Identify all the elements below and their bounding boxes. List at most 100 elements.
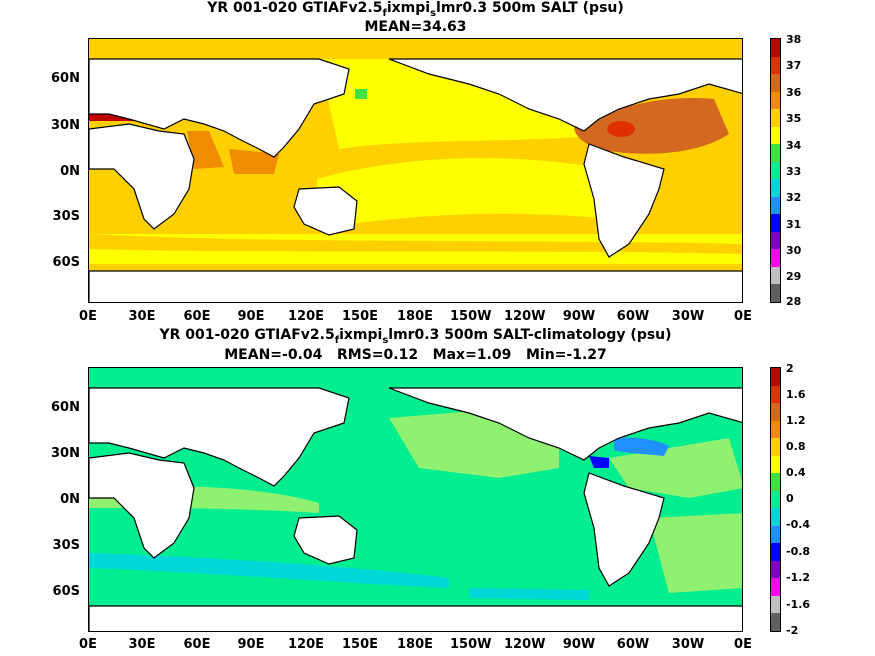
map2-cb-label: -2 <box>786 624 799 637</box>
map1-lat-0N: 0N <box>60 164 80 179</box>
eurasia <box>89 387 350 487</box>
africa <box>89 123 195 230</box>
australia <box>293 186 358 236</box>
colorbar-swatch <box>771 543 780 561</box>
map2-lon-2: 60E <box>183 637 211 652</box>
map2-lon-9: 90W <box>562 637 596 652</box>
map1-lon-2: 60E <box>183 309 211 324</box>
map2-lon-1: 30E <box>128 637 156 652</box>
map1-lon-8: 120W <box>504 309 546 324</box>
map1-lon-11: 30W <box>671 309 705 324</box>
map1-cb-label: 35 <box>786 112 802 125</box>
colorbar-swatch <box>771 508 780 526</box>
map2-lon-7: 150W <box>450 637 492 652</box>
map2-lon-12: 0E <box>734 637 752 652</box>
map1-cb-label: 34 <box>786 139 802 152</box>
map2-lon-6: 180E <box>396 637 434 652</box>
north-america <box>388 58 742 132</box>
colorbar-swatch <box>771 161 780 180</box>
map1-lon-0: 0E <box>79 309 97 324</box>
map2-lon-3: 90E <box>237 637 265 652</box>
colorbar-swatch <box>771 368 780 386</box>
colorbar-swatch <box>771 56 780 75</box>
map1-cb-label: 37 <box>786 59 802 72</box>
map1-title: YR 001-020 GTIAFv2.5fixmpislmr0.3 500m S… <box>207 0 624 19</box>
south-america <box>583 472 665 587</box>
colorbar-swatch <box>771 438 780 456</box>
map1-lon-1: 30E <box>128 309 156 324</box>
map1-cb-label: 31 <box>786 218 802 231</box>
map2-cb-label: -1.6 <box>786 598 811 611</box>
colorbar-swatch <box>771 525 780 544</box>
map2-lon-5: 150E <box>341 637 379 652</box>
colorbar-swatch <box>771 455 780 474</box>
colorbar-swatch <box>771 578 780 596</box>
antarctica <box>89 605 742 631</box>
antarctica <box>89 270 742 302</box>
map1-lon-6: 180E <box>396 309 434 324</box>
colorbar-swatch <box>771 403 780 421</box>
colorbar-swatch <box>771 266 780 285</box>
colorbar-swatch <box>771 249 780 267</box>
map1-lon-7: 150W <box>450 309 492 324</box>
map2-subtitle: MEAN=-0.04 RMS=0.12 Max=1.09 Min=-1.27 <box>224 347 607 363</box>
map1-lon-4: 120E <box>287 309 325 324</box>
north-america <box>388 387 742 461</box>
map2-lon-10: 60W <box>616 637 650 652</box>
map2-cb-label: 0.8 <box>786 440 806 453</box>
map2-lat-0N: 0N <box>60 492 80 507</box>
eurasia <box>89 58 350 158</box>
colorbar-swatch <box>771 91 780 110</box>
map1-lat-30S: 30S <box>52 209 80 224</box>
colorbar-swatch <box>771 231 780 250</box>
map1-cb-label: 32 <box>786 191 802 204</box>
map1-lon-5: 150E <box>341 309 379 324</box>
arabian-salty-region <box>187 131 224 169</box>
map2-lon-8: 120W <box>504 637 546 652</box>
map2-lat-30S: 30S <box>52 538 80 553</box>
colorbar-swatch <box>771 179 780 197</box>
map1-lat-60N: 60N <box>51 71 80 86</box>
colorbar-swatch <box>771 74 780 92</box>
map2-cb-label: 0.4 <box>786 466 806 479</box>
atlantic-max-spot <box>607 121 635 137</box>
south-pacific-fresh <box>469 588 589 600</box>
map2-colorbar <box>770 367 781 632</box>
southern-salty-streak <box>89 234 742 254</box>
colorbar-swatch <box>771 39 780 57</box>
colorbar-swatch <box>771 284 780 302</box>
salinity-anomaly-map <box>89 368 742 631</box>
colorbar-swatch <box>771 473 780 491</box>
caribbean-anomaly <box>589 456 609 468</box>
colorbar-swatch <box>771 144 780 162</box>
colorbar-swatch <box>771 490 780 509</box>
map2-cb-label: 1.2 <box>786 414 806 427</box>
map1-cb-label: 33 <box>786 165 802 178</box>
map1-lat-60S: 60S <box>52 255 80 270</box>
map2-panel <box>88 367 743 632</box>
continents <box>89 58 742 302</box>
salinity-map <box>89 39 742 302</box>
africa <box>89 452 195 559</box>
map1-cb-label: 29 <box>786 270 802 283</box>
map2-title: YR 001-020 GTIAFv2.5fixmpislmr0.3 500m S… <box>159 327 672 346</box>
southern-fresh-band <box>89 553 449 588</box>
sea-of-okhotsk-fresh <box>355 89 367 99</box>
australia <box>293 515 358 565</box>
colorbar-swatch <box>771 385 780 404</box>
map1-cb-label: 28 <box>786 295 802 308</box>
map2-cb-label: -0.4 <box>786 518 811 531</box>
map1-lon-9: 90W <box>562 309 596 324</box>
map1-subtitle: MEAN=34.63 <box>364 19 467 35</box>
map2-lon-4: 120E <box>287 637 325 652</box>
map1-colorbar <box>770 38 781 303</box>
colorbar-swatch <box>771 613 780 631</box>
map1-cb-label: 38 <box>786 33 802 46</box>
colorbar-swatch <box>771 560 780 579</box>
map2-lon-11: 30W <box>671 637 705 652</box>
map2-cb-label: 1.6 <box>786 388 806 401</box>
map1-panel <box>88 38 743 303</box>
map1-cb-label: 30 <box>786 244 802 257</box>
map1-cb-label: 36 <box>786 86 802 99</box>
map1-lat-30N: 30N <box>51 118 80 133</box>
